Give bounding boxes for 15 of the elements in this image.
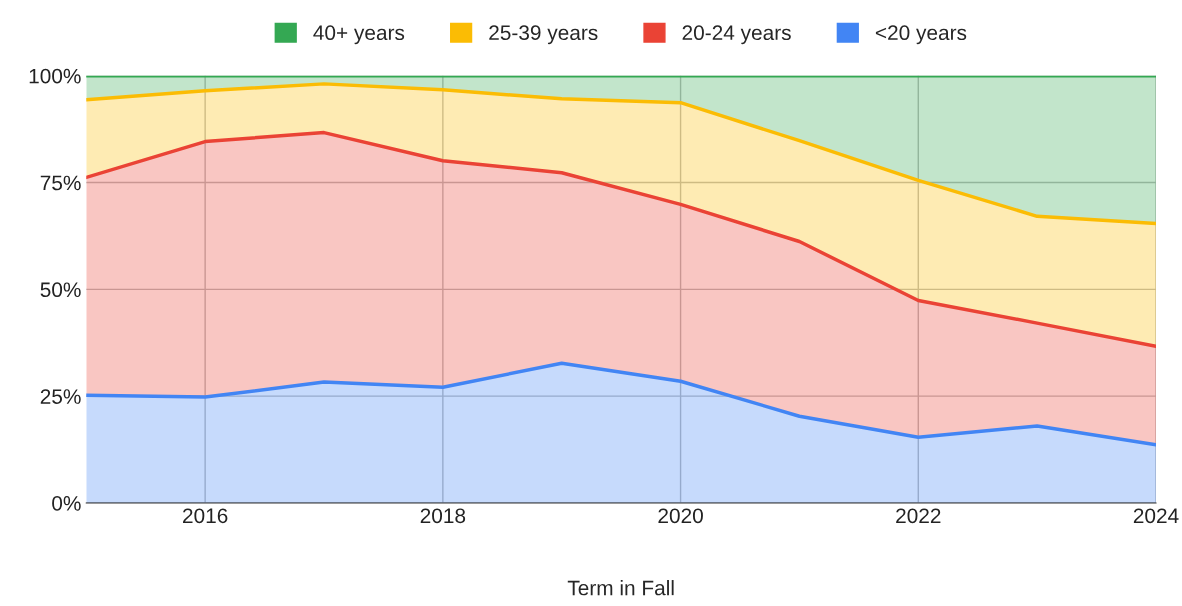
x-tick-label: 2018: [420, 508, 466, 524]
x-tick-label: 2020: [658, 508, 703, 524]
legend-label: <20 years: [875, 25, 967, 45]
y-tick-label: 0%: [52, 495, 81, 511]
y-tick-label: 100%: [29, 68, 81, 84]
y-tick-label: 25%: [40, 389, 81, 404]
x-tick-label: 2024: [1133, 508, 1179, 524]
x-tick-label: 2016: [183, 508, 228, 524]
y-tick-label: 75%: [40, 175, 81, 191]
legend-label: 20-24 years: [682, 25, 791, 45]
x-tick-label: 2022: [896, 508, 941, 524]
x-axis-title: Term in Fall: [567, 580, 674, 596]
legend-label: 25-39 years: [489, 25, 598, 45]
legend-label: 40+ years: [313, 25, 405, 45]
y-tick-label: 50%: [40, 282, 81, 298]
